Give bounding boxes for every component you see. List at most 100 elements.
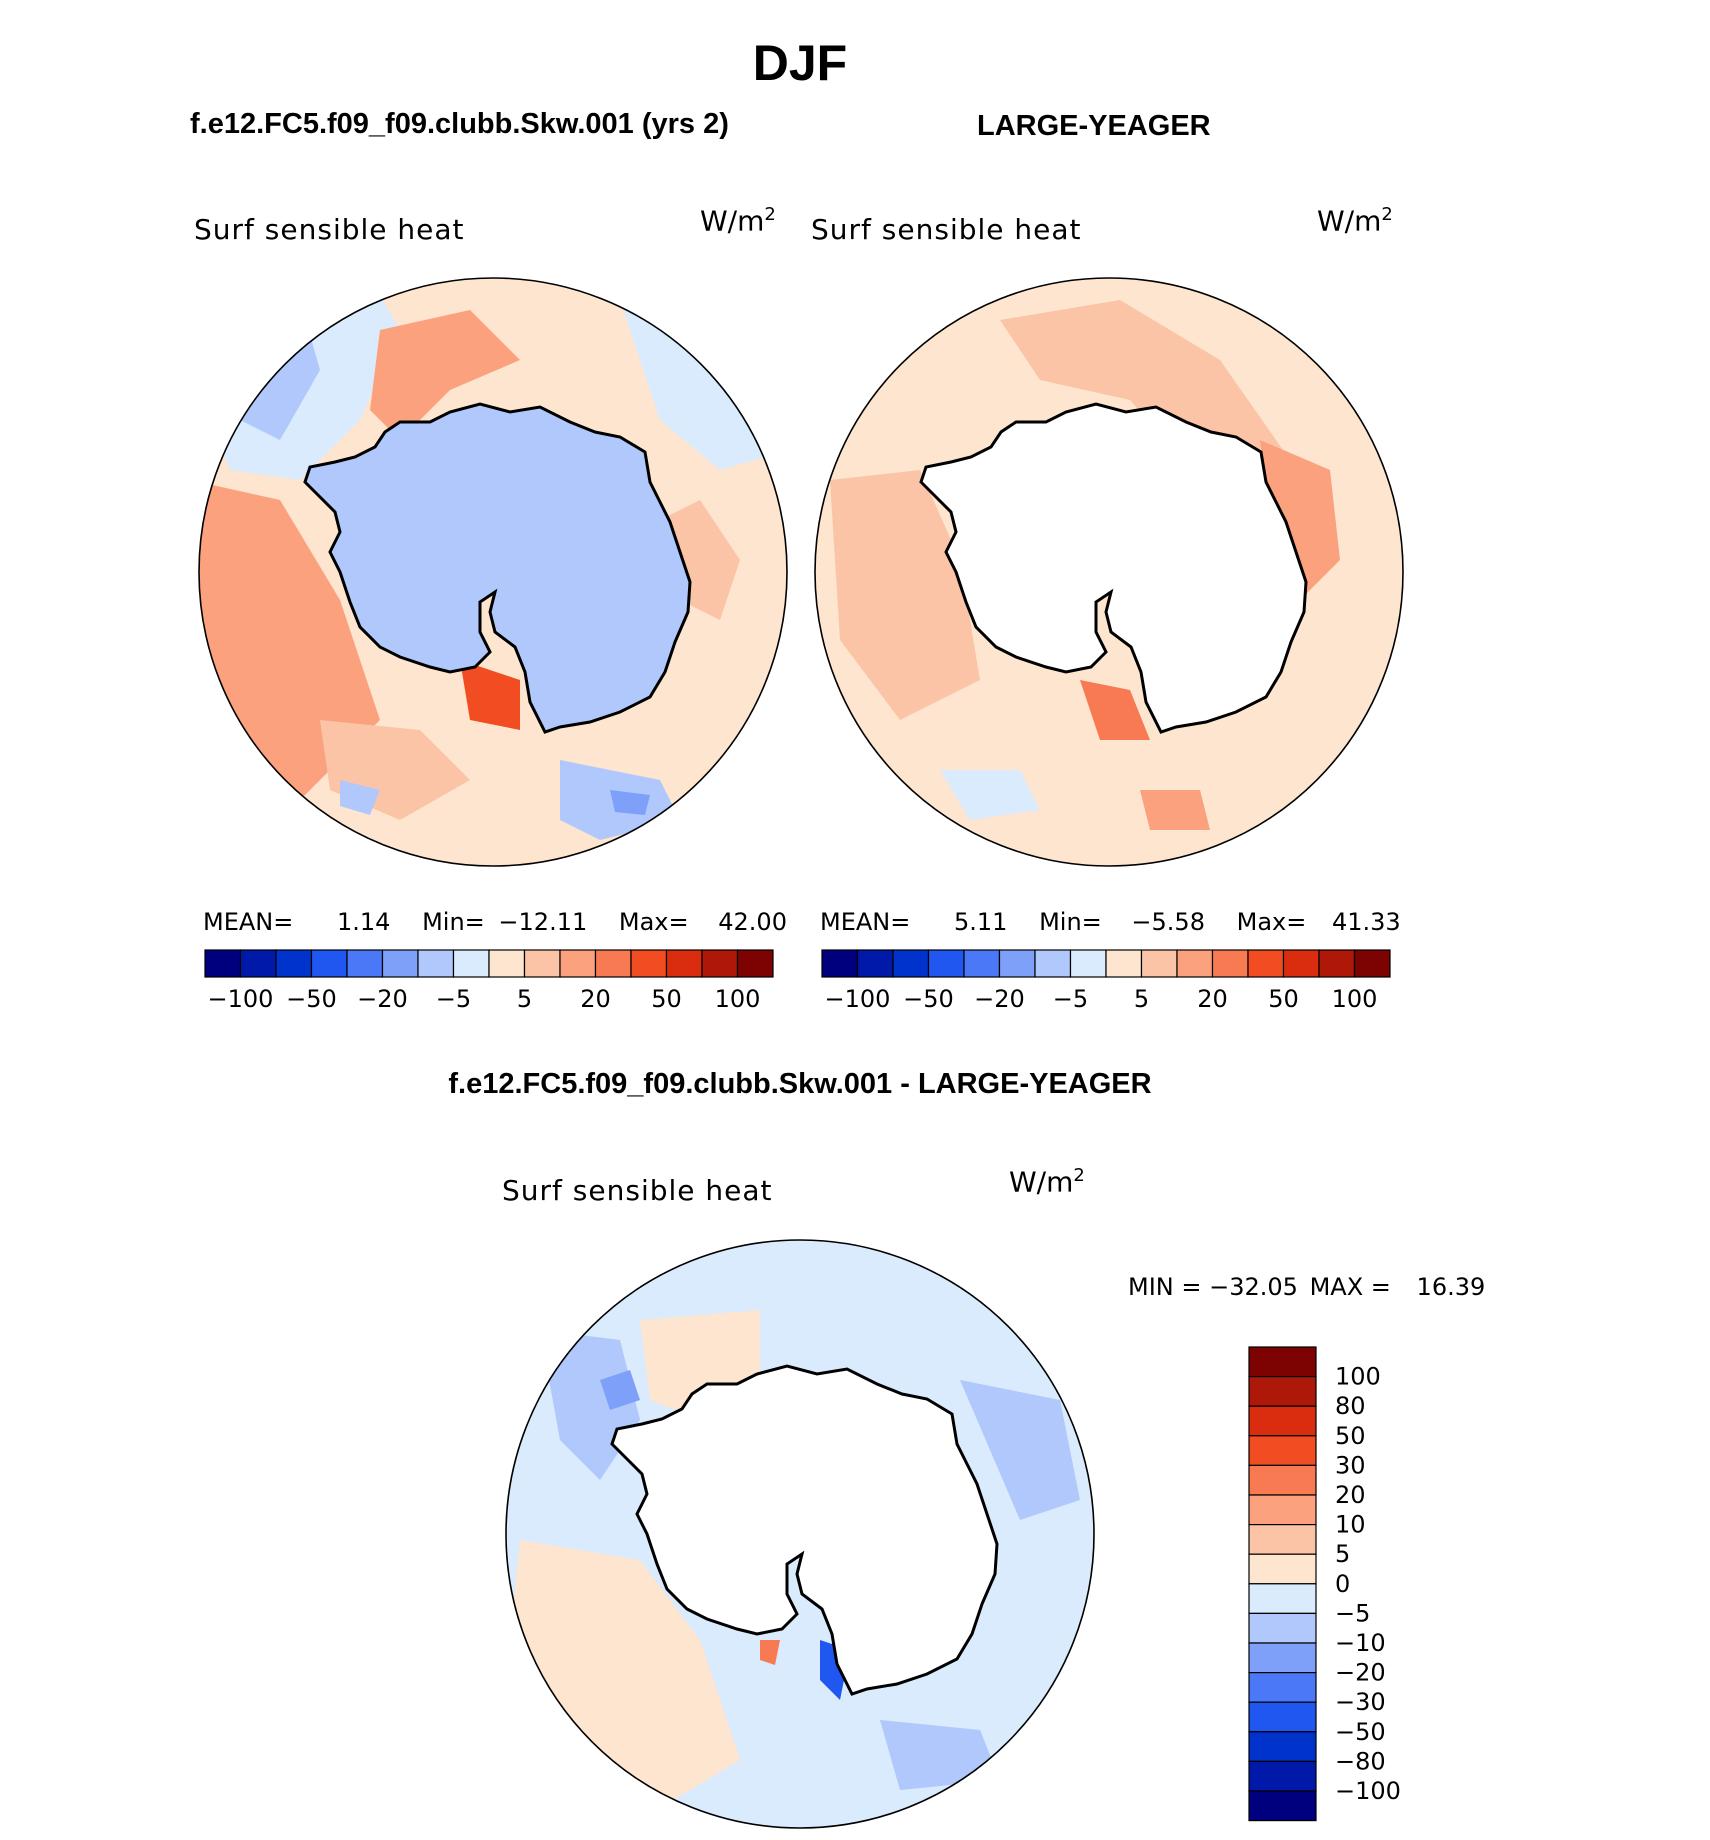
right-mean-label: MEAN= xyxy=(820,908,911,936)
diff-colorbar-box xyxy=(1248,1790,1317,1822)
left-colorbar-box xyxy=(736,949,774,978)
diff-colorbar-tick-label: −80 xyxy=(1335,1747,1386,1775)
right-case-title: LARGE-YEAGER xyxy=(977,110,1211,142)
left-mean-value: 1.14 xyxy=(337,908,391,936)
diff-colorbar-box xyxy=(1248,1671,1317,1703)
left-colorbar: −100 −50 −20 −5 5 20 50 100 xyxy=(204,949,774,1013)
right-stats: MEAN= 5.11 Min= −5.58 Max= 41.33 xyxy=(820,908,1401,936)
diff-colorbar-box xyxy=(1248,1642,1317,1674)
diff-colorbar-box xyxy=(1248,1494,1317,1526)
right-colorbar-box xyxy=(821,949,859,978)
left-units: W/m2 xyxy=(700,204,776,237)
left-colorbar-box xyxy=(630,949,668,978)
right-map-pos-field xyxy=(830,470,980,720)
right-max-label: Max= xyxy=(1236,908,1307,936)
diff-colorbar-tick-label: 20 xyxy=(1335,1481,1366,1509)
diff-units: W/m2 xyxy=(1009,1165,1085,1198)
left-colorbar-box xyxy=(275,949,313,978)
diff-minmax: MIN = −32.05 MAX = 16.39 xyxy=(1128,1273,1485,1301)
diff-colorbar-tick-label: 80 xyxy=(1335,1392,1366,1420)
left-units-exp: 2 xyxy=(764,204,776,225)
right-units-base: W/m xyxy=(1317,204,1382,238)
left-max-value: 42.00 xyxy=(718,908,787,936)
diff-colorbar-box xyxy=(1248,1346,1317,1378)
left-colorbar-tick-label: −100 xyxy=(208,985,274,1013)
right-variable-label: Surf sensible heat xyxy=(811,213,1082,246)
left-max-label: Max= xyxy=(618,908,689,936)
right-mean-value: 5.11 xyxy=(954,908,1008,936)
right-max-value: 41.33 xyxy=(1331,908,1401,936)
right-colorbar-box xyxy=(1034,949,1072,978)
left-colorbar-tick-label: 20 xyxy=(580,985,611,1013)
left-colorbar-tick-label: 50 xyxy=(651,985,682,1013)
left-colorbar-box xyxy=(204,949,242,978)
diff-case-title: f.e12.FC5.f09_f09.clubb.Skw.001 - LARGE-… xyxy=(448,1068,1152,1100)
right-colorbar-box xyxy=(1140,949,1178,978)
right-colorbar-box xyxy=(892,949,930,978)
left-colorbar-box xyxy=(417,949,455,978)
left-colorbar-tick-label: 5 xyxy=(517,985,532,1013)
left-colorbar-box xyxy=(346,949,384,978)
diff-colorbar-box xyxy=(1248,1583,1317,1615)
diff-colorbar-box xyxy=(1248,1760,1317,1792)
diff-colorbar-box xyxy=(1248,1731,1317,1763)
left-map xyxy=(198,277,788,867)
right-colorbar-box xyxy=(927,949,965,978)
diff-min-value: −32.05 xyxy=(1209,1273,1298,1301)
season-title: DJF xyxy=(752,35,848,91)
right-colorbar-tick-label: 50 xyxy=(1268,985,1299,1013)
left-colorbar-box xyxy=(488,949,526,978)
left-colorbar-box xyxy=(452,949,490,978)
diff-colorbar-tick-label: −50 xyxy=(1335,1718,1386,1746)
left-case-title: f.e12.FC5.f09_f09.clubb.Skw.001 (yrs 2) xyxy=(190,108,729,140)
diff-colorbar-box xyxy=(1248,1701,1317,1733)
right-colorbar-box xyxy=(1282,949,1320,978)
diff-units-exp: 2 xyxy=(1073,1165,1085,1186)
left-mean-label: MEAN= xyxy=(203,908,294,936)
right-colorbar-tick-label: −50 xyxy=(903,985,954,1013)
right-colorbar-box xyxy=(1353,949,1391,978)
left-colorbar-tick-label: −50 xyxy=(286,985,337,1013)
diff-colorbar-box xyxy=(1248,1375,1317,1407)
diff-max-label: MAX = xyxy=(1309,1273,1391,1301)
diff-colorbar-box xyxy=(1248,1612,1317,1644)
diff-colorbar-box xyxy=(1248,1435,1317,1467)
left-colorbar-tick-label: −20 xyxy=(357,985,408,1013)
right-units: W/m2 xyxy=(1317,204,1393,237)
left-colorbar-tick-label: 100 xyxy=(715,985,761,1013)
left-colorbar-box xyxy=(594,949,632,978)
diff-colorbar-box xyxy=(1248,1523,1317,1555)
right-colorbar-tick-label: −100 xyxy=(825,985,891,1013)
right-colorbar-box xyxy=(856,949,894,978)
diff-units-base: W/m xyxy=(1009,1165,1074,1199)
left-colorbar-tick-label: −5 xyxy=(436,985,471,1013)
diff-colorbar-tick-label: 10 xyxy=(1335,1511,1366,1539)
left-colorbar-box xyxy=(523,949,561,978)
diff-colorbar-tick-label: −5 xyxy=(1335,1599,1370,1627)
diff-min-label: MIN = xyxy=(1128,1273,1202,1301)
right-colorbar-box xyxy=(1105,949,1143,978)
right-colorbar-tick-label: 20 xyxy=(1197,985,1228,1013)
right-colorbar: −100 −50 −20 −5 5 20 50 100 xyxy=(821,949,1391,1013)
left-min-label: Min= xyxy=(422,908,485,936)
right-colorbar-tick-label: 5 xyxy=(1134,985,1149,1013)
diff-colorbar-tick-label: 100 xyxy=(1335,1363,1381,1391)
diff-colorbar-tick-label: 5 xyxy=(1335,1540,1350,1568)
left-colorbar-box xyxy=(381,949,419,978)
left-stats: MEAN= 1.14 Min= −12.11 Max= 42.00 xyxy=(203,908,787,936)
right-colorbar-box xyxy=(998,949,1036,978)
diff-colorbar-tick-label: 0 xyxy=(1335,1570,1350,1598)
right-colorbar-tick-label: −20 xyxy=(974,985,1025,1013)
right-colorbar-box xyxy=(1069,949,1107,978)
diff-map xyxy=(505,1239,1095,1829)
right-colorbar-box xyxy=(1211,949,1249,978)
left-min-value: −12.11 xyxy=(498,908,588,936)
right-min-value: −5.58 xyxy=(1131,908,1205,936)
diff-colorbar-tick-label: −30 xyxy=(1335,1688,1386,1716)
left-colorbar-box xyxy=(701,949,739,978)
diff-variable-label: Surf sensible heat xyxy=(502,1174,773,1207)
right-colorbar-box xyxy=(1318,949,1356,978)
diff-colorbar-tick-label: 30 xyxy=(1335,1451,1366,1479)
